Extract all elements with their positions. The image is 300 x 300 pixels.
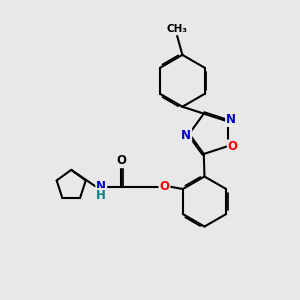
Text: N: N bbox=[226, 113, 236, 126]
Text: H: H bbox=[96, 189, 106, 202]
Text: N: N bbox=[181, 129, 191, 142]
Text: O: O bbox=[160, 180, 170, 193]
Text: O: O bbox=[116, 154, 126, 167]
Text: CH₃: CH₃ bbox=[167, 24, 188, 34]
Text: O: O bbox=[228, 140, 238, 153]
Text: N: N bbox=[96, 180, 106, 193]
